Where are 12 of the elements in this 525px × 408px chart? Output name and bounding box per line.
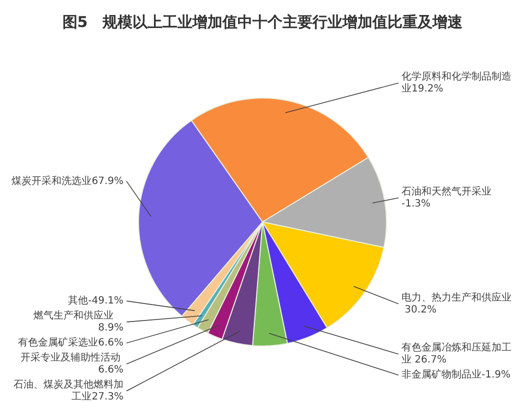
slice-label: 石油、煤炭及其他燃料加工业27.3% — [14, 378, 124, 403]
slice-label: 其他-49.1% — [68, 294, 124, 307]
slice-label: 开采专业及辅助性活动 6.6% — [20, 352, 124, 376]
slice-label: 有色金属冶炼和压延加工业 26.7% — [402, 342, 512, 366]
slice-label: 化学原料和化学制品制造业19.2% — [402, 70, 512, 95]
slice-label: 电力、热力生产和供应业 30.2% — [402, 291, 512, 316]
slice-label: 煤炭开采和洗选业67.9% — [12, 174, 124, 187]
slice-label: 石油和天然气开采业-1.3% — [402, 185, 492, 210]
slice-label: 非金属矿物制品业-1.9% — [402, 368, 511, 381]
slice-label: 燃气生产和供应业 8.9% — [34, 310, 124, 334]
chart-title: 图5 规模以上工业增加值中十个主要行业增加值比重及增速 — [61, 12, 464, 33]
slice-label: 有色金属矿采选业6.6% — [18, 336, 124, 349]
